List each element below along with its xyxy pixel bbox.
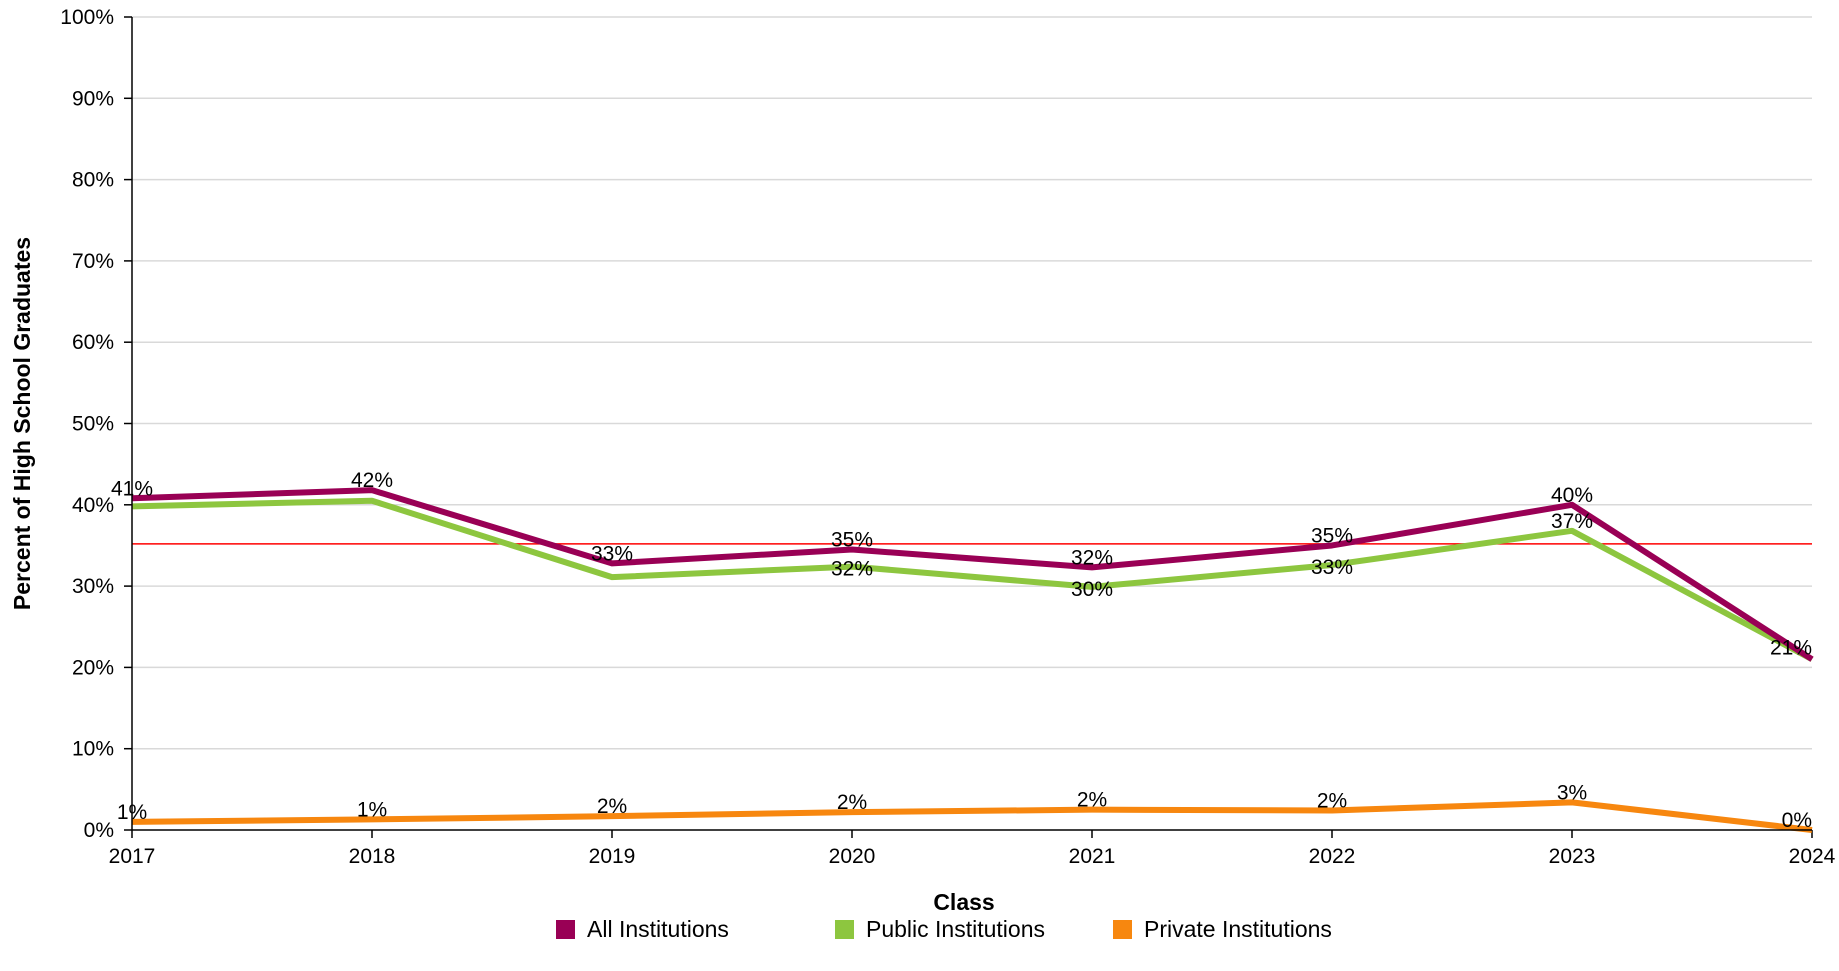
- legend-label: Private Institutions: [1144, 916, 1332, 942]
- x-tick-label: 2019: [589, 845, 636, 868]
- data-label: 37%: [1551, 510, 1593, 533]
- y-tick-label: 80%: [72, 169, 114, 192]
- data-label: 3%: [1557, 781, 1587, 804]
- x-axis-title: Class: [933, 889, 994, 915]
- legend-label: Public Institutions: [866, 916, 1045, 942]
- series-line-public-institutions: [131, 497, 1814, 662]
- y-tick-label: 90%: [72, 87, 114, 110]
- data-label: 0%: [1782, 809, 1812, 832]
- y-tick-label: 20%: [72, 656, 114, 679]
- x-tick-label: 2017: [109, 845, 156, 868]
- legend-item: Private Institutions: [1113, 916, 1332, 942]
- legend-item: All Institutions: [556, 916, 729, 942]
- data-labels: 41% 42%33%35%32%35%40%21%32%30%33%37%1% 1%…: [111, 469, 1812, 832]
- legend-swatch: [835, 920, 854, 939]
- data-label: 35%: [831, 529, 873, 552]
- y-tick-label: 70%: [72, 250, 114, 273]
- y-tick-label: 40%: [72, 494, 114, 517]
- data-label: 33%: [1311, 556, 1353, 579]
- data-label: 42%: [351, 469, 393, 492]
- data-label: 2%: [1077, 789, 1107, 812]
- x-tick-label: 2024: [1789, 845, 1836, 868]
- data-label: 2%: [837, 791, 867, 814]
- x-tick-label: 2022: [1309, 845, 1356, 868]
- legend: All Institutions Public Institutions Priva…: [556, 916, 1332, 942]
- y-tick-label: 0%: [84, 819, 114, 842]
- data-label: 40%: [1551, 484, 1593, 507]
- data-label: 2%: [1317, 789, 1347, 812]
- series-lines: [131, 487, 1814, 833]
- y-tick-label: 10%: [72, 738, 114, 761]
- y-axis-title: Percent of High School Graduates: [9, 237, 35, 610]
- legend-swatch: [556, 920, 575, 939]
- x-tick-label: 2020: [829, 845, 876, 868]
- y-tick-label: 50%: [72, 413, 114, 436]
- data-label: 30%: [1071, 578, 1113, 601]
- legend-label: All Institutions: [587, 916, 729, 942]
- x-tick-label: 2021: [1069, 845, 1116, 868]
- series-line-private-institutions: [131, 799, 1813, 833]
- data-label: 33%: [591, 542, 633, 565]
- y-tick-label: 100%: [60, 6, 114, 29]
- data-label: 2%: [597, 795, 627, 818]
- y-tick-label: 30%: [72, 575, 114, 598]
- x-axis-ticks: 2017 2018 2019 2020 2021 2022 2023 2024: [109, 830, 1836, 868]
- data-label: 32%: [831, 558, 873, 581]
- data-label: 35%: [1311, 524, 1353, 547]
- series-line-all-institutions: [131, 487, 1814, 662]
- x-tick-label: 2018: [349, 845, 396, 868]
- y-axis-ticks: 0% 10% 20% 30% 40% 50% 60% 70% 80% 90% 100%: [60, 6, 132, 842]
- x-tick-label: 2023: [1549, 845, 1596, 868]
- data-label: 1%: [357, 798, 387, 821]
- data-label: 32%: [1071, 546, 1113, 569]
- y-tick-label: 60%: [72, 331, 114, 354]
- data-label: 21%: [1770, 636, 1812, 659]
- legend-swatch: [1113, 920, 1132, 939]
- legend-item: Public Institutions: [835, 916, 1045, 942]
- gridlines: [132, 16, 1812, 750]
